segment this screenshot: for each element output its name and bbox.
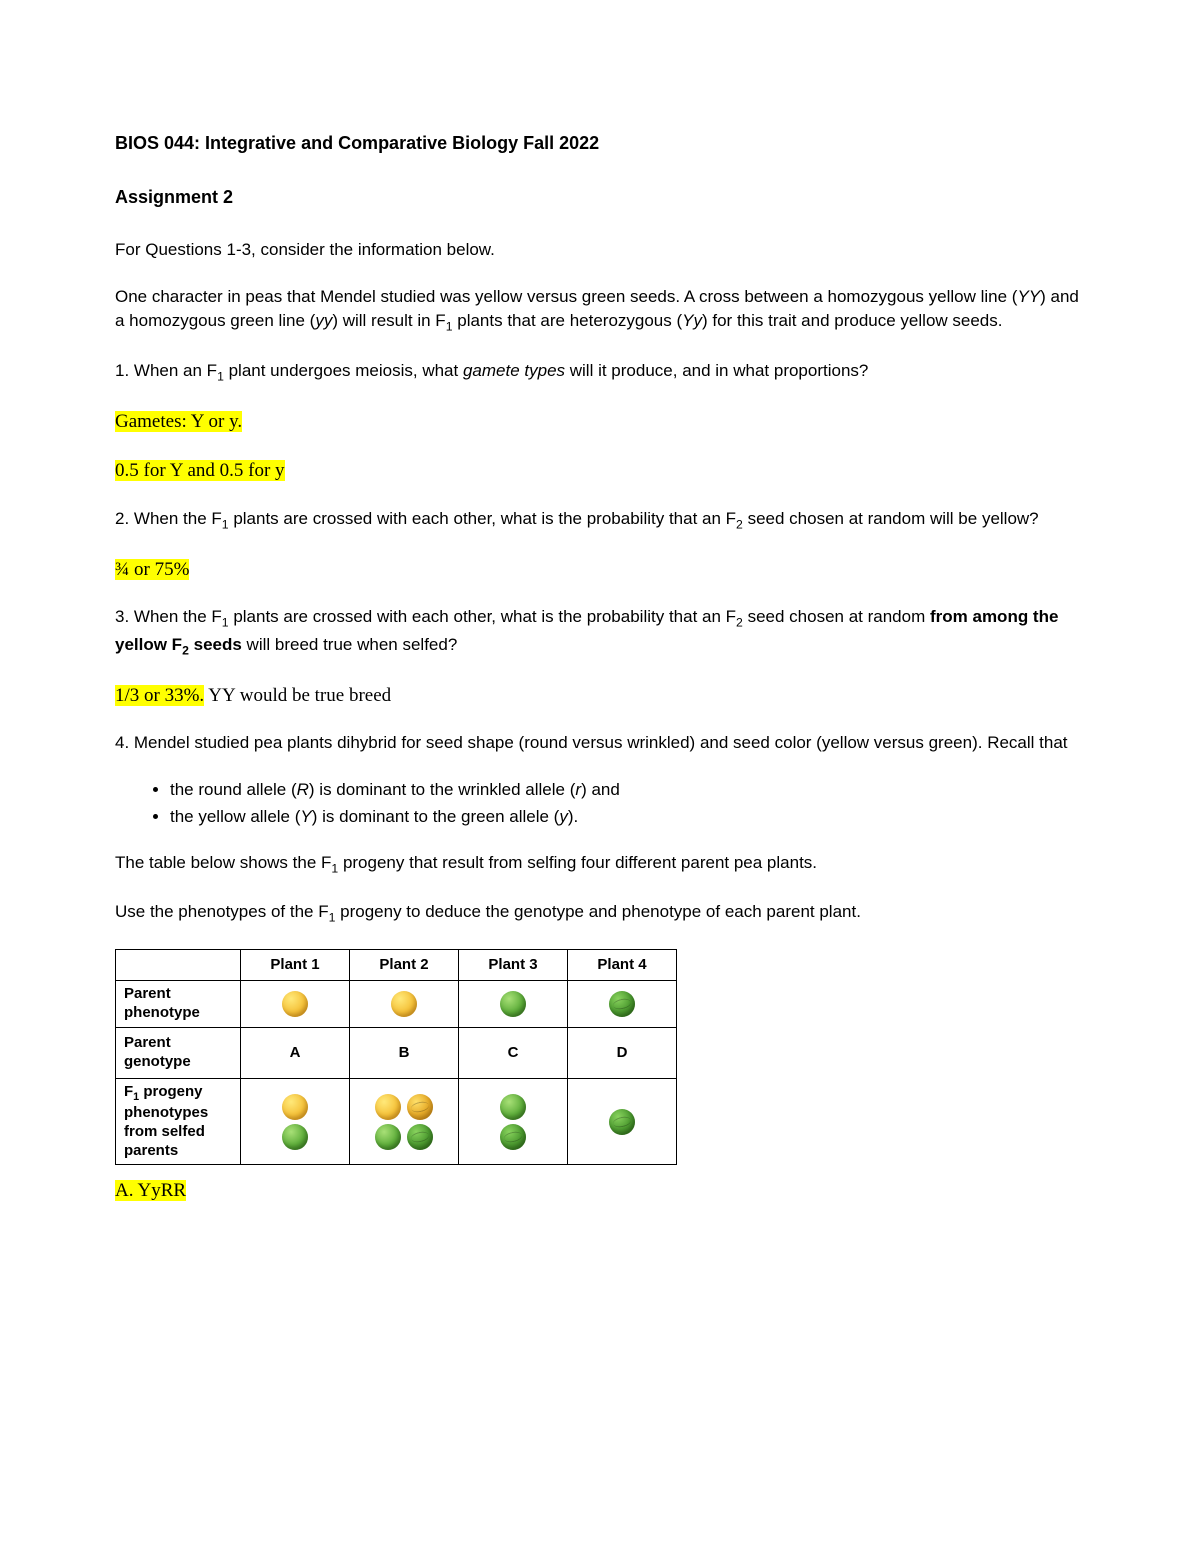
- row-parent-genotype: Parent genotype A B C D: [116, 1027, 677, 1078]
- green-round-seed-icon: [500, 1094, 526, 1120]
- rowhead-pheno: Parent phenotype: [116, 981, 241, 1028]
- green-round-seed-icon: [282, 1124, 308, 1150]
- green-wrinkled-seed-icon: [609, 991, 635, 1017]
- yellow-wrinkled-seed-icon: [407, 1094, 433, 1120]
- question-4-intro: 4. Mendel studied pea plants dihybrid fo…: [115, 731, 1085, 756]
- progeny-line: [467, 1122, 559, 1152]
- pheno-plant-1: [241, 981, 350, 1028]
- table-corner: [116, 950, 241, 981]
- col-plant-4: Plant 4: [568, 950, 677, 981]
- bullet-yellow: the yellow allele (Y) is dominant to the…: [170, 805, 1085, 830]
- green-wrinkled-seed-icon: [609, 1109, 635, 1135]
- intro-line: For Questions 1-3, consider the informat…: [115, 238, 1085, 263]
- answer-4-A: A. YyRR: [115, 1177, 1085, 1205]
- answer-1-line2: 0.5 for Y and 0.5 for y: [115, 457, 1085, 485]
- progeny-plant-1: [241, 1078, 350, 1165]
- progeny-line: [576, 1107, 668, 1137]
- pheno-plant-3: [459, 981, 568, 1028]
- question-3: 3. When the F1 plants are crossed with e…: [115, 605, 1085, 659]
- question-1: 1. When an F1 plant undergoes meiosis, w…: [115, 359, 1085, 386]
- yellow-round-seed-icon: [391, 991, 417, 1017]
- phenotype-table: Plant 1 Plant 2 Plant 3 Plant 4 Parent p…: [115, 949, 677, 1165]
- pheno-plant-4: [568, 981, 677, 1028]
- bullet-round: the round allele (R) is dominant to the …: [170, 778, 1085, 803]
- table-header-row: Plant 1 Plant 2 Plant 3 Plant 4: [116, 950, 677, 981]
- question-4-table-intro: The table below shows the F1 progeny tha…: [115, 851, 1085, 878]
- progeny-line: [467, 1092, 559, 1122]
- answer-2: ¾ or 75%: [115, 556, 1085, 584]
- yellow-round-seed-icon: [282, 1094, 308, 1120]
- assignment-title: Assignment 2: [115, 184, 1085, 210]
- question-4-deduce: Use the phenotypes of the F1 progeny to …: [115, 900, 1085, 927]
- col-plant-2: Plant 2: [350, 950, 459, 981]
- question-4-bullets: the round allele (R) is dominant to the …: [115, 778, 1085, 829]
- green-wrinkled-seed-icon: [407, 1124, 433, 1150]
- rowhead-progeny: F1 progeny phenotypes from selfed parent…: [116, 1078, 241, 1165]
- question-2: 2. When the F1 plants are crossed with e…: [115, 507, 1085, 534]
- row-progeny: F1 progeny phenotypes from selfed parent…: [116, 1078, 677, 1165]
- document-page: BIOS 044: Integrative and Comparative Bi…: [0, 0, 1200, 1553]
- progeny-line: [358, 1092, 450, 1122]
- context-paragraph: One character in peas that Mendel studie…: [115, 285, 1085, 337]
- geno-plant-4: D: [568, 1027, 677, 1078]
- progeny-plant-2: [350, 1078, 459, 1165]
- geno-plant-1: A: [241, 1027, 350, 1078]
- col-plant-1: Plant 1: [241, 950, 350, 981]
- geno-plant-2: B: [350, 1027, 459, 1078]
- yellow-round-seed-icon: [375, 1094, 401, 1120]
- yellow-round-seed-icon: [282, 991, 308, 1017]
- green-wrinkled-seed-icon: [500, 1124, 526, 1150]
- green-round-seed-icon: [375, 1124, 401, 1150]
- col-plant-3: Plant 3: [459, 950, 568, 981]
- row-parent-phenotype: Parent phenotype: [116, 981, 677, 1028]
- progeny-plant-4: [568, 1078, 677, 1165]
- progeny-line: [358, 1122, 450, 1152]
- progeny-line: [249, 1092, 341, 1122]
- answer-3: 1/3 or 33%. YY would be true breed: [115, 682, 1085, 710]
- answer-1-line1: Gametes: Y or y.: [115, 408, 1085, 436]
- progeny-plant-3: [459, 1078, 568, 1165]
- geno-plant-3: C: [459, 1027, 568, 1078]
- course-title: BIOS 044: Integrative and Comparative Bi…: [115, 130, 1085, 156]
- rowhead-geno: Parent genotype: [116, 1027, 241, 1078]
- progeny-line: [249, 1122, 341, 1152]
- pheno-plant-2: [350, 981, 459, 1028]
- green-round-seed-icon: [500, 991, 526, 1017]
